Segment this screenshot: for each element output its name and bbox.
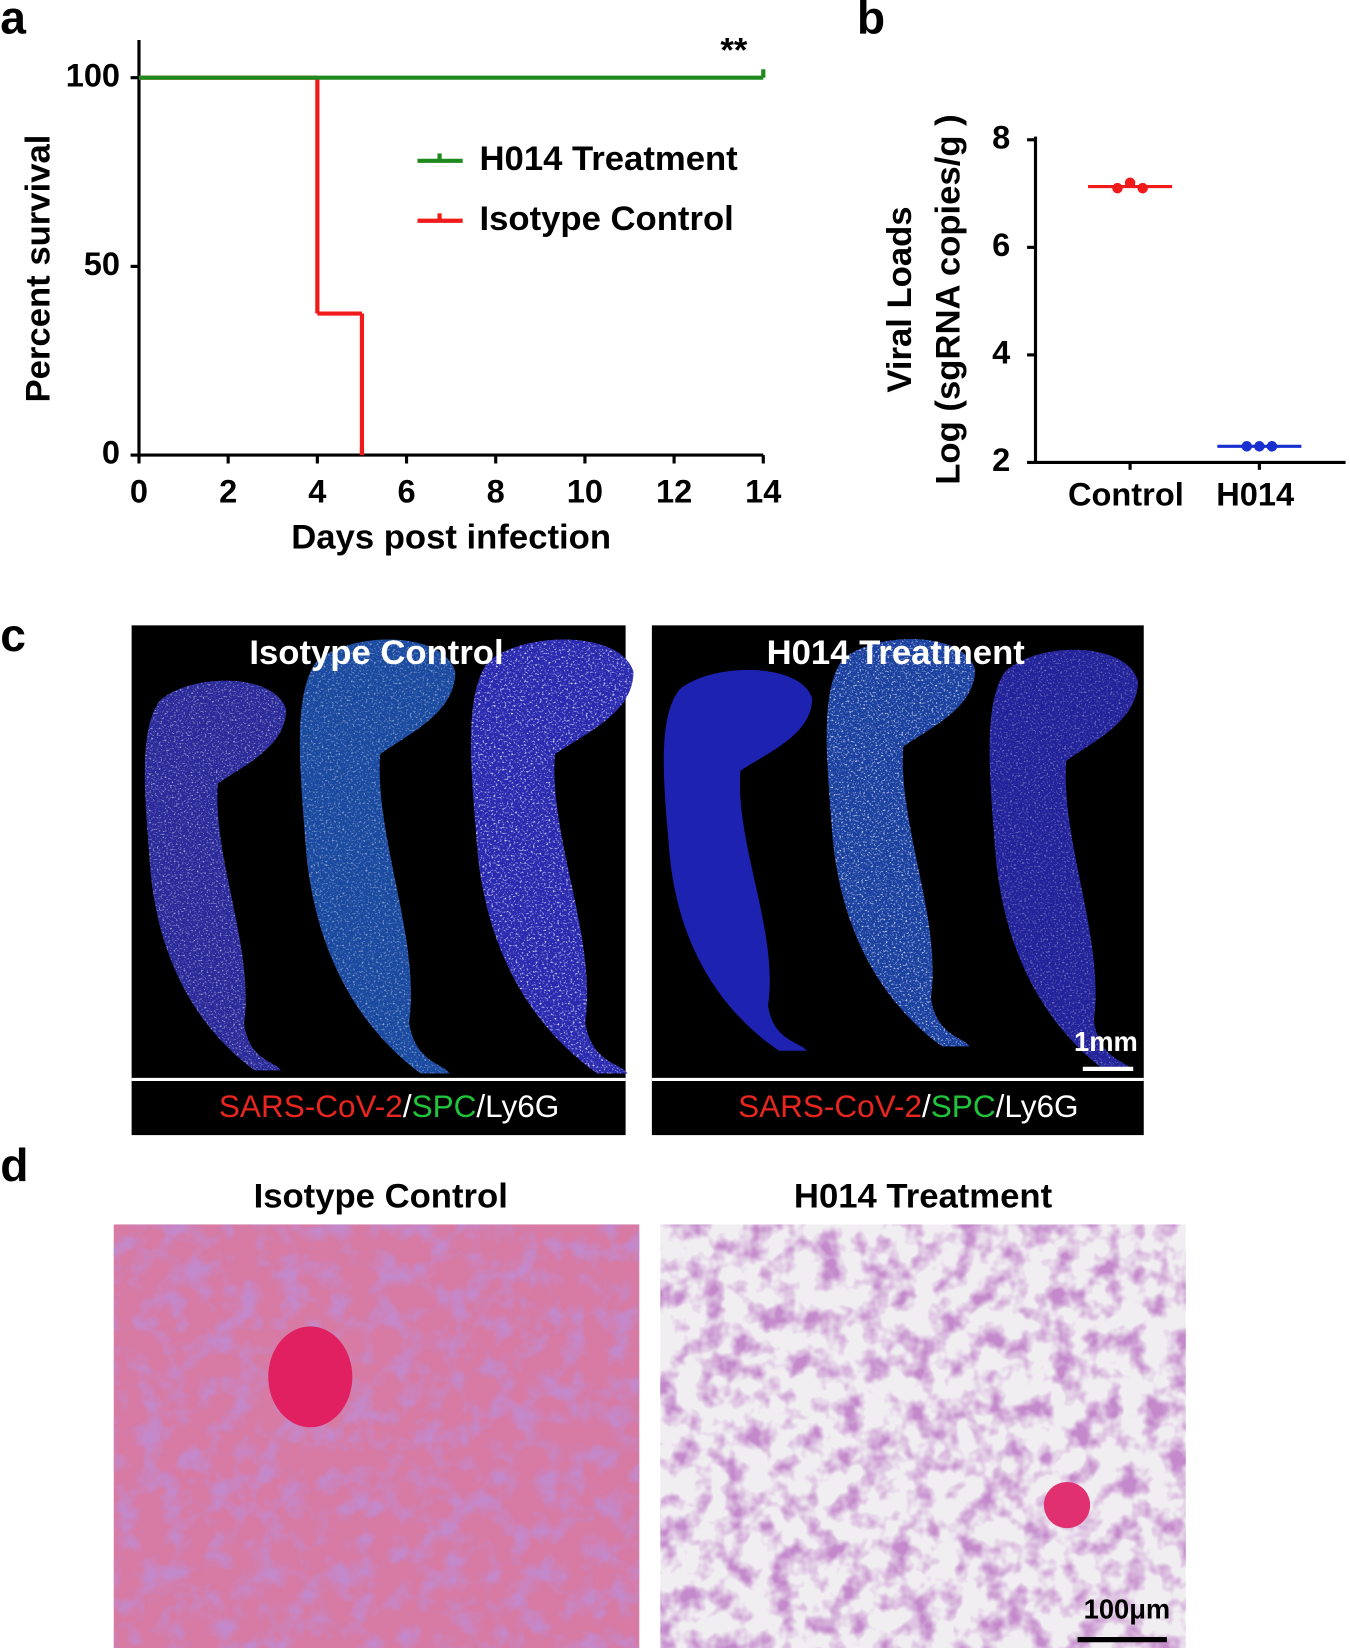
x-tick-label: H014 <box>1216 477 1294 513</box>
caption-segment: SPC <box>931 1088 996 1124</box>
histology-texture <box>113 1224 640 1648</box>
y-tick-label: 4 <box>992 335 1010 371</box>
y-tick-label: 8 <box>992 119 1010 155</box>
legend-label: H014 Treatment <box>480 140 739 178</box>
vessel <box>1043 1481 1091 1529</box>
image-caption: SARS-CoV-2/SPC/Ly6G <box>738 1088 1078 1124</box>
y-axis-label: Log (sgRNA copies/g ) <box>930 114 968 484</box>
data-point <box>1254 441 1265 452</box>
y-axis-label: Percent survival <box>19 135 57 403</box>
y-tick-label: 0 <box>102 435 120 471</box>
data-point <box>1124 177 1136 189</box>
x-tick-label: 14 <box>745 474 781 510</box>
legend-label: Isotype Control <box>480 200 734 238</box>
histology-texture <box>660 1224 1186 1648</box>
image-title: H014 Treatment <box>794 1177 1053 1215</box>
panel-label: a <box>0 0 26 43</box>
data-point <box>1112 182 1123 194</box>
caption-segment: SPC <box>412 1088 477 1124</box>
scale-bar-label: 1mm <box>1074 1026 1138 1057</box>
y-axis-label: Viral Loads <box>881 206 919 392</box>
caption-segment: SARS-CoV-2 <box>219 1088 403 1124</box>
panel-label: b <box>857 0 885 43</box>
image-title: Isotype Control <box>254 1177 508 1215</box>
scale-bar-label: 100μm <box>1084 1593 1171 1624</box>
x-tick-label: 0 <box>130 474 148 510</box>
data-point <box>1241 441 1253 452</box>
caption-segment: / <box>922 1088 931 1124</box>
panel-label: d <box>0 1139 28 1191</box>
panel-d: Isotype Control H014 Treatment 100μm <box>113 1177 1186 1648</box>
caption-segment: / <box>403 1088 412 1124</box>
caption-segment: / <box>476 1088 485 1124</box>
annotation: ** <box>720 32 747 70</box>
x-tick-label: 4 <box>308 474 326 510</box>
x-tick-label: 12 <box>656 474 692 510</box>
panel-label: c <box>0 609 26 661</box>
y-tick-label: 50 <box>84 246 120 282</box>
image-caption: SARS-CoV-2/SPC/Ly6G <box>219 1088 559 1124</box>
x-tick-label: 2 <box>219 474 237 510</box>
caption-segment: SARS-CoV-2 <box>738 1088 922 1124</box>
x-tick-label: Control <box>1068 477 1184 513</box>
panel-c: 1mm <box>131 625 1144 1136</box>
x-tick-label: 10 <box>567 474 603 510</box>
x-tick-label: 8 <box>487 474 505 510</box>
vessel <box>268 1326 353 1428</box>
image-title: H014 Treatment <box>767 634 1026 672</box>
caption-segment: / <box>996 1088 1005 1124</box>
data-point <box>1266 441 1278 452</box>
y-tick-label: 100 <box>66 57 120 93</box>
caption-segment: Ly6G <box>485 1088 559 1124</box>
y-tick-label: 2 <box>992 442 1010 478</box>
x-axis-label: Days post infection <box>291 518 611 556</box>
y-tick-label: 6 <box>992 227 1010 263</box>
image-title: Isotype Control <box>249 634 503 672</box>
panel-labels: a b c d <box>0 0 885 1191</box>
caption-segment: Ly6G <box>1004 1088 1078 1124</box>
data-point <box>1137 182 1148 194</box>
x-tick-label: 6 <box>397 474 415 510</box>
